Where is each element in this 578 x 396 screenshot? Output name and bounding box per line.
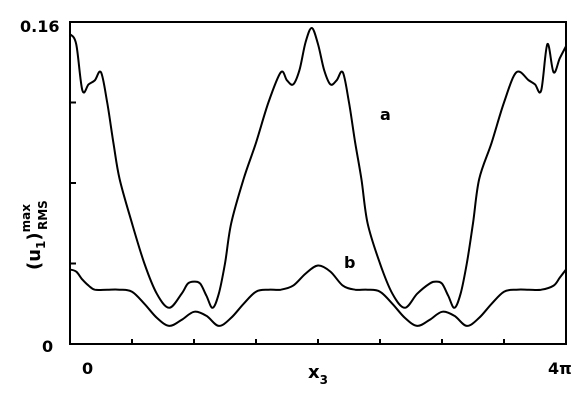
x-axis-label: x3 — [308, 362, 328, 387]
curve-label-a: a — [380, 105, 391, 124]
series-line-b — [69, 264, 567, 327]
y-axis-label: (u1)max RMS — [19, 200, 50, 270]
x-tick-label-zero: 0 — [82, 359, 93, 378]
x-tick-label-end: 4π — [548, 359, 572, 378]
plot-frame — [69, 21, 567, 345]
y-tick-label-zero: 0 — [42, 337, 53, 356]
curve-label-b: b — [344, 253, 355, 272]
series-line-a — [69, 27, 567, 309]
y-tick-label-top: 0.16 — [20, 17, 59, 36]
